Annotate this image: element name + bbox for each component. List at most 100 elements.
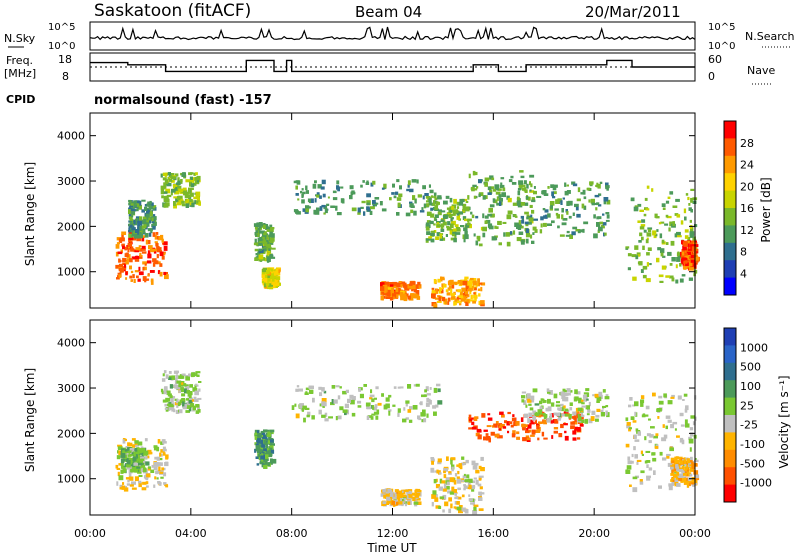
echo-cell	[405, 212, 411, 217]
echo-cell	[585, 405, 590, 410]
echo-cell	[171, 404, 174, 408]
echo-cell	[332, 197, 338, 201]
colorbar-tick-label: 25	[740, 399, 754, 412]
echo-cell	[524, 424, 528, 428]
echo-cell	[507, 411, 511, 415]
echo-cell	[115, 264, 121, 269]
echo-cell	[146, 455, 150, 459]
echo-cell	[259, 461, 264, 465]
echo-cell	[658, 274, 664, 278]
x-tick-label: 20:00	[578, 527, 610, 540]
echo-cell	[462, 280, 468, 286]
echo-cell	[694, 224, 698, 228]
echo-cell	[685, 254, 688, 258]
colorbar-swatch	[724, 380, 736, 399]
echo-cell	[473, 195, 477, 199]
echo-cell	[360, 206, 364, 209]
echo-cell	[408, 283, 413, 286]
echo-cell	[136, 218, 139, 222]
echo-cell	[527, 221, 532, 225]
echo-cell	[137, 256, 143, 259]
echo-cell	[534, 403, 540, 406]
echo-cell	[473, 233, 476, 237]
echo-cell	[523, 184, 526, 188]
echo-cell	[396, 294, 399, 299]
echo-cell	[675, 264, 678, 269]
echo-cell	[308, 198, 311, 204]
echo-cell	[473, 462, 479, 466]
echo-cell	[474, 171, 478, 176]
echo-cell	[451, 209, 455, 212]
echo-cell	[419, 210, 425, 213]
y-tick-label: 2000	[57, 427, 85, 440]
echo-cell	[136, 208, 139, 212]
echo-cell	[136, 200, 142, 206]
echo-cell	[596, 202, 600, 206]
echo-cell	[634, 411, 637, 416]
echo-cell	[312, 183, 317, 189]
echo-cell	[482, 232, 486, 238]
echo-cell	[469, 291, 472, 295]
echo-cell	[366, 415, 370, 420]
echo-cell	[634, 439, 640, 442]
echo-cell	[642, 245, 645, 250]
echo-cell	[671, 482, 674, 486]
echo-cell	[652, 392, 656, 397]
echo-cell	[571, 231, 576, 236]
echo-cell	[163, 182, 167, 187]
echo-cell	[461, 287, 466, 292]
echo-cell	[678, 475, 683, 478]
echo-cell	[342, 409, 348, 413]
echo-cell	[302, 405, 307, 410]
echo-cell	[469, 277, 474, 281]
echo-cell	[478, 192, 484, 196]
velocity-ylabel: Slant Range [km]	[23, 368, 37, 472]
echo-cell	[672, 464, 675, 469]
echo-cell	[677, 255, 682, 259]
echo-cell	[164, 407, 168, 410]
echo-cell	[159, 271, 163, 277]
echo-cell	[449, 208, 452, 213]
echo-cell	[637, 431, 641, 436]
echo-cell	[684, 419, 688, 424]
echo-cell	[258, 248, 262, 252]
echo-cell	[555, 412, 561, 417]
echo-cell	[141, 251, 147, 254]
echo-cell	[143, 219, 146, 224]
echo-cell	[268, 432, 272, 437]
echo-cell	[154, 241, 158, 244]
echo-cell	[529, 174, 535, 178]
echo-cell	[255, 432, 259, 435]
power-echo-layer	[115, 170, 700, 308]
echo-cell	[190, 397, 193, 402]
echo-cell	[147, 216, 152, 221]
echo-cell	[432, 490, 437, 495]
echo-cell	[399, 292, 404, 297]
echo-cell	[405, 417, 409, 420]
echo-cell	[486, 425, 492, 428]
echo-cell	[176, 370, 179, 374]
echo-cell	[167, 393, 172, 397]
echo-cell	[117, 275, 120, 279]
echo-cell	[357, 212, 361, 215]
echo-cell	[130, 209, 136, 212]
echo-cell	[473, 278, 477, 282]
echo-cell	[262, 257, 265, 261]
echo-cell	[596, 222, 601, 227]
echo-cell	[566, 210, 569, 215]
echo-cell	[261, 464, 265, 467]
echo-cell	[552, 196, 556, 199]
echo-cell	[539, 229, 543, 234]
echo-cell	[453, 198, 457, 204]
echo-cell	[121, 231, 127, 235]
echo-cell	[681, 470, 685, 474]
echo-cell	[469, 289, 472, 292]
echo-cell	[546, 417, 551, 423]
echo-cell	[454, 298, 460, 304]
echo-cell	[337, 415, 342, 420]
echo-cell	[387, 500, 392, 504]
echo-cell	[307, 411, 311, 417]
echo-cell	[304, 407, 310, 410]
echo-cell	[342, 390, 347, 395]
